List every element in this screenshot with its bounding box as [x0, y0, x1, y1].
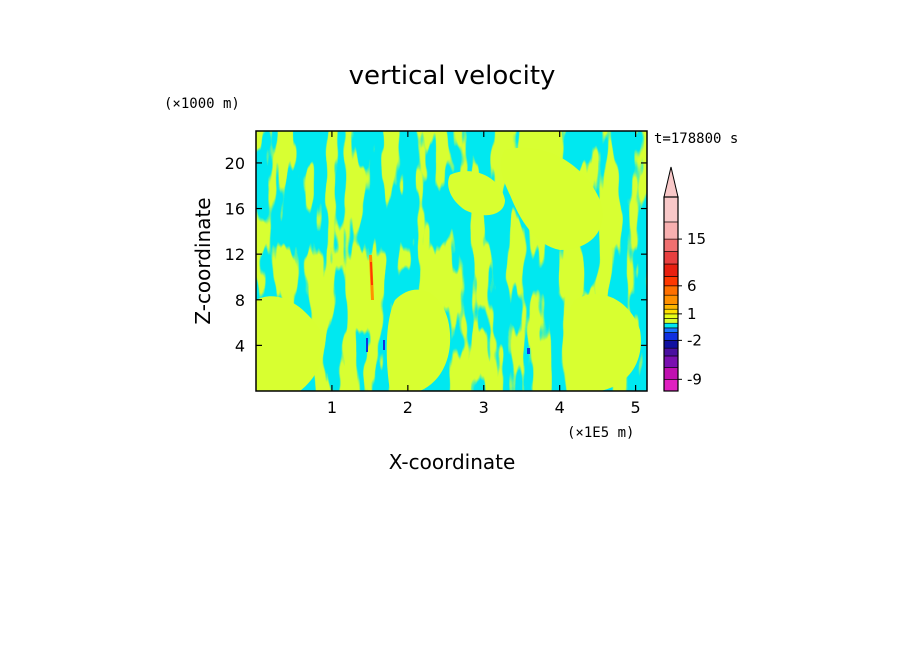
y-axis: 4 8 12 16 20 [225, 154, 647, 355]
colorbar-tick-label: 6 [687, 277, 697, 295]
y-units-label: (×1000 m) [164, 96, 240, 112]
field-updraft-core-red [370, 262, 373, 285]
field-region-updraft-mid [448, 171, 505, 216]
colorbar-segment [663, 347, 679, 357]
colorbar-segment [663, 238, 679, 252]
y-tick-label: 8 [235, 291, 245, 310]
field-downdraft-core-1 [366, 338, 368, 352]
colorbar-segment [663, 379, 679, 392]
colorbar-segment [663, 251, 679, 265]
colorbar-extend-arrow [663, 166, 679, 198]
y-tick-label: 20 [225, 154, 245, 173]
x-tick-label: 5 [631, 398, 641, 417]
colorbar-tick-label: -2 [687, 331, 702, 349]
chart-title: vertical velocity [349, 61, 556, 91]
field-region-updraft-right-upper [500, 147, 603, 250]
colorbar-segment [663, 276, 679, 287]
x-axis: 1 2 3 4 5 [327, 131, 641, 417]
colorbar-segment [663, 285, 679, 296]
x-units-label: (×1E5 m) [567, 425, 634, 441]
colorbar-segment [663, 294, 679, 305]
colorbar-tick-label: 1 [687, 305, 697, 323]
colorbar-segment [663, 313, 679, 319]
heatmap-field [256, 131, 647, 391]
field-region-updraft-left [256, 296, 324, 391]
x-tick-label: 4 [555, 398, 565, 417]
y-axis-title: Z-coordinate [191, 197, 215, 324]
colorbar-segment [663, 304, 679, 310]
x-tick-label: 1 [327, 398, 337, 417]
time-label: t=178800 s [654, 131, 738, 147]
field-region-updraft-center [386, 289, 451, 391]
y-tick-label: 4 [235, 336, 245, 355]
colorbar-segment [663, 367, 679, 380]
field-downdraft-core-2 [383, 340, 385, 350]
colorbar-segment [663, 355, 679, 368]
colorbar-segment [663, 322, 679, 329]
colorbar-segment [663, 221, 679, 240]
colorbar-tick-label: -9 [687, 370, 702, 388]
colorbar-segment [663, 327, 679, 333]
x-tick-label: 3 [479, 398, 489, 417]
colorbar-segment [663, 340, 679, 349]
field-region-updraft-right-lower [563, 294, 641, 391]
y-tick-label: 16 [225, 200, 245, 219]
x-tick-label: 2 [403, 398, 413, 417]
colorbar-frame [663, 196, 679, 392]
colorbar: 15 6 1 -2 -9 [663, 166, 706, 392]
colorbar-segment [663, 308, 679, 315]
x-axis-title: X-coordinate [389, 450, 516, 474]
y-tick-label: 12 [225, 245, 245, 264]
colorbar-segment [663, 318, 679, 324]
colorbar-segment [663, 332, 679, 341]
colorbar-segment [663, 196, 679, 223]
colorbar-tick-label: 15 [687, 230, 706, 248]
colorbar-segment [663, 263, 679, 277]
field-downdraft-core-3 [527, 348, 530, 354]
plot-frame [255, 130, 648, 392]
